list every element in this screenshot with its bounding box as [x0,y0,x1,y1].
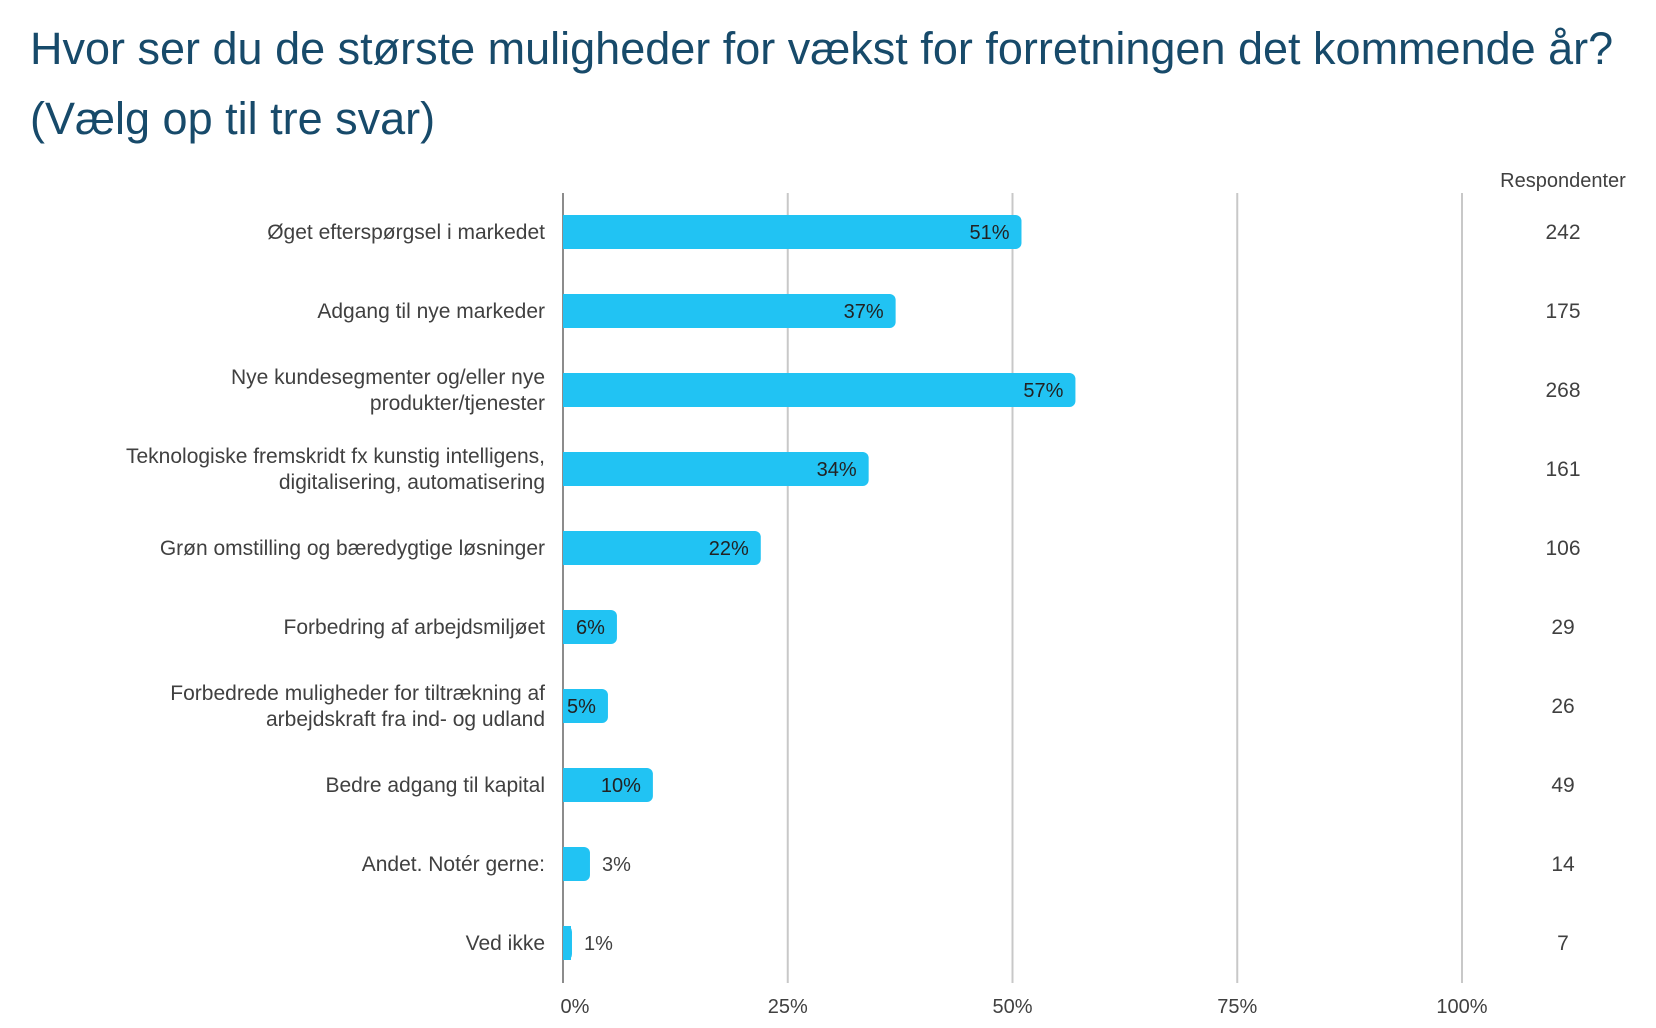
category-label: Øget efterspørgsel i markedet [267,221,545,244]
value-label: 22% [709,538,749,560]
respondent-count: 106 [1545,537,1580,560]
respondents-header: Respondenter [1500,170,1626,192]
bar [563,610,617,644]
category-label: digitalisering, automatisering [279,471,545,494]
category-label: Forbedrede muligheder for tiltrækning af [170,682,545,705]
respondent-count: 49 [1551,774,1574,797]
value-label: 34% [817,459,857,481]
category-label: Nye kundesegmenter og/eller nye [231,366,545,389]
value-label: 51% [969,222,1009,244]
chart-title: Hvor ser du de største muligheder for væ… [30,23,1614,144]
respondent-counts: 242 175 268 161 106 29 26 49 14 7 [1545,221,1580,955]
bar-base [563,373,571,407]
category-labels: Øget efterspørgsel i markedet Adgang til … [126,221,545,955]
value-label: 1% [584,933,613,955]
value-label: 5% [567,696,596,718]
bar [563,531,761,565]
respondent-count: 26 [1551,695,1574,718]
bar [563,689,608,723]
value-label: 37% [844,301,884,323]
value-label: 6% [576,617,605,639]
bar-base [563,215,571,249]
bar-base [563,768,571,802]
category-label: Ved ikke [466,932,545,955]
bar-base [563,926,571,960]
bar-base [563,531,571,565]
bar [563,452,869,486]
value-label: 3% [602,854,631,876]
bar-base [563,689,571,723]
category-label: Andet. Notér gerne: [362,853,545,876]
category-label: Adgang til nye markeder [317,300,545,323]
bars [563,215,1076,960]
respondent-count: 242 [1545,221,1580,244]
bar [563,294,896,328]
respondent-count: 29 [1551,616,1574,639]
value-label: 57% [1023,380,1063,402]
x-tick-label: 100% [1436,996,1487,1018]
value-label: 10% [601,775,641,797]
bar [563,768,653,802]
respondent-count: 161 [1545,458,1580,481]
bar [563,373,1076,407]
category-label: produkter/tjenester [370,392,545,415]
respondent-count: 268 [1545,379,1580,402]
x-tick-label: 0% [561,996,590,1018]
respondent-count: 14 [1551,853,1575,876]
bar [563,215,1022,249]
x-axis-ticks: 0% 25% 50% 75% 100% [561,996,1488,1018]
category-label: arbejdskraft fra ind- og udland [266,708,545,731]
bar-base [563,847,571,881]
x-tick-label: 25% [768,996,808,1018]
bar-base [563,294,571,328]
category-label: Teknologiske fremskridt fx kunstig intel… [126,445,545,468]
category-label: Grøn omstilling og bæredygtige løsninger [160,537,545,560]
bar-base [563,452,571,486]
x-tick-label: 75% [1217,996,1257,1018]
respondent-count: 175 [1545,300,1580,323]
value-labels: 51% 37% 57% 34% 22% 6% 5% 10% 3% 1% [567,222,1064,955]
x-tick-label: 50% [992,996,1032,1018]
bar-base [563,610,571,644]
category-label: Forbedring af arbejdsmiljøet [284,616,546,639]
category-label: Bedre adgang til kapital [326,774,546,797]
respondent-count: 7 [1557,932,1569,955]
